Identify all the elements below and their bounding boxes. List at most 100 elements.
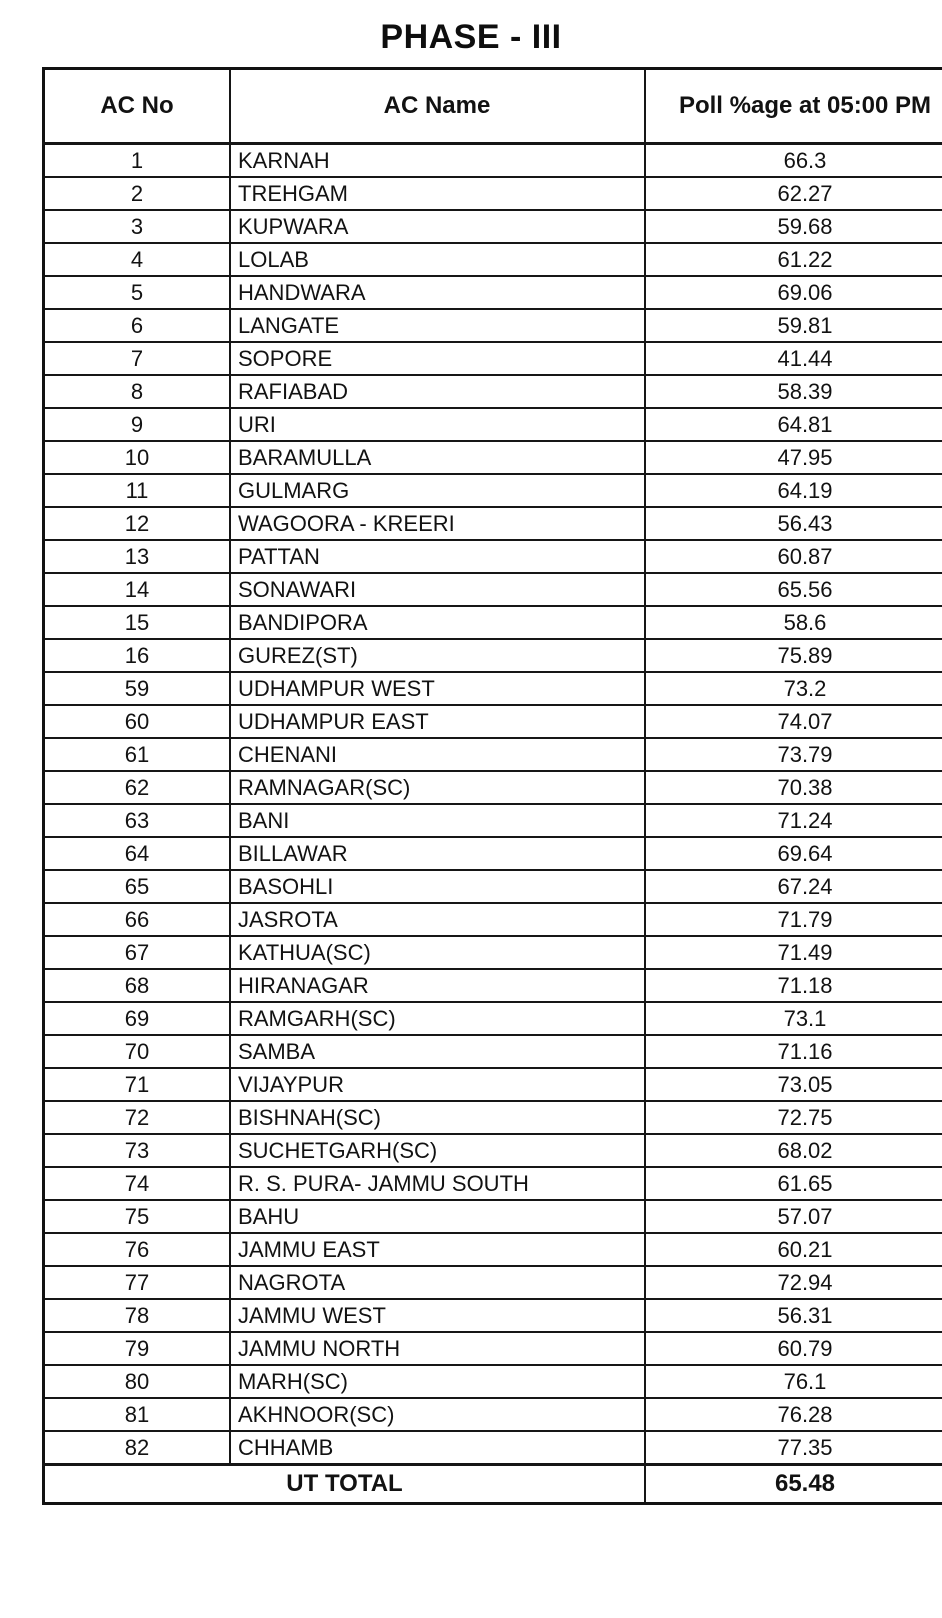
ac-name-cell: UDHAMPUR EAST (230, 705, 645, 738)
ac-name-cell: CHENANI (230, 738, 645, 771)
poll-pct-cell: 71.16 (645, 1035, 942, 1068)
ac-name-cell: HIRANAGAR (230, 969, 645, 1002)
ac-name-cell: BASOHLI (230, 870, 645, 903)
ac-name-cell: LOLAB (230, 243, 645, 276)
ac-name-cell: RAMNAGAR(SC) (230, 771, 645, 804)
ac-no-cell: 81 (44, 1398, 231, 1431)
ac-name-cell: AKHNOOR(SC) (230, 1398, 645, 1431)
header-poll-pct: Poll %age at 05:00 PM (645, 69, 942, 144)
ac-name-cell: SUCHETGARH(SC) (230, 1134, 645, 1167)
poll-pct-cell: 71.18 (645, 969, 942, 1002)
poll-pct-cell: 73.1 (645, 1002, 942, 1035)
ac-no-cell: 16 (44, 639, 231, 672)
poll-pct-cell: 64.81 (645, 408, 942, 441)
poll-pct-cell: 66.3 (645, 144, 942, 178)
page-title: PHASE - III (0, 18, 942, 57)
total-label-cell: UT TOTAL (44, 1465, 646, 1504)
ac-name-cell: WAGOORA - KREERI (230, 507, 645, 540)
ac-no-cell: 71 (44, 1068, 231, 1101)
ac-name-cell: KARNAH (230, 144, 645, 178)
total-row: UT TOTAL 65.48 (44, 1465, 942, 1504)
ac-no-cell: 9 (44, 408, 231, 441)
ac-no-cell: 61 (44, 738, 231, 771)
ac-name-cell: GUREZ(ST) (230, 639, 645, 672)
ac-no-cell: 59 (44, 672, 231, 705)
poll-pct-cell: 59.81 (645, 309, 942, 342)
ac-no-cell: 70 (44, 1035, 231, 1068)
poll-pct-cell: 60.21 (645, 1233, 942, 1266)
ac-name-cell: URI (230, 408, 645, 441)
ac-no-cell: 13 (44, 540, 231, 573)
ac-name-cell: BAHU (230, 1200, 645, 1233)
ac-no-cell: 15 (44, 606, 231, 639)
header-row: AC No AC Name Poll %age at 05:00 PM (44, 69, 942, 144)
ac-name-cell: RAMGARH(SC) (230, 1002, 645, 1035)
poll-pct-cell: 67.24 (645, 870, 942, 903)
ac-no-cell: 66 (44, 903, 231, 936)
poll-pct-cell: 61.65 (645, 1167, 942, 1200)
poll-pct-cell: 41.44 (645, 342, 942, 375)
ac-no-cell: 6 (44, 309, 231, 342)
poll-pct-cell: 75.89 (645, 639, 942, 672)
ac-no-cell: 75 (44, 1200, 231, 1233)
ac-no-cell: 62 (44, 771, 231, 804)
poll-pct-cell: 62.27 (645, 177, 942, 210)
ac-name-cell: BARAMULLA (230, 441, 645, 474)
ac-no-cell: 79 (44, 1332, 231, 1365)
ac-name-cell: UDHAMPUR WEST (230, 672, 645, 705)
poll-pct-cell: 60.79 (645, 1332, 942, 1365)
poll-pct-cell: 59.68 (645, 210, 942, 243)
ac-name-cell: JAMMU WEST (230, 1299, 645, 1332)
poll-pct-cell: 71.79 (645, 903, 942, 936)
poll-pct-cell: 61.22 (645, 243, 942, 276)
poll-pct-cell: 65.56 (645, 573, 942, 606)
ac-name-cell: LANGATE (230, 309, 645, 342)
ac-name-cell: SONAWARI (230, 573, 645, 606)
poll-pct-cell: 69.64 (645, 837, 942, 870)
ac-name-cell: KATHUA(SC) (230, 936, 645, 969)
ac-no-cell: 82 (44, 1431, 231, 1465)
ac-no-cell: 8 (44, 375, 231, 408)
ac-no-cell: 12 (44, 507, 231, 540)
ac-name-cell: PATTAN (230, 540, 645, 573)
ac-no-cell: 1 (44, 144, 231, 178)
poll-pct-cell: 69.06 (645, 276, 942, 309)
table-footer: UT TOTAL 65.48 (44, 1465, 942, 1504)
header-ac-name: AC Name (230, 69, 645, 144)
ac-no-cell: 72 (44, 1101, 231, 1134)
ac-name-cell: NAGROTA (230, 1266, 645, 1299)
ac-name-cell: TREHGAM (230, 177, 645, 210)
ac-name-cell: RAFIABAD (230, 375, 645, 408)
ac-name-cell: VIJAYPUR (230, 1068, 645, 1101)
poll-pct-cell: 58.39 (645, 375, 942, 408)
ac-no-cell: 10 (44, 441, 231, 474)
ac-name-cell: KUPWARA (230, 210, 645, 243)
poll-pct-cell: 56.43 (645, 507, 942, 540)
ac-name-cell: R. S. PURA- JAMMU SOUTH (230, 1167, 645, 1200)
poll-pct-cell: 47.95 (645, 441, 942, 474)
ac-no-cell: 68 (44, 969, 231, 1002)
